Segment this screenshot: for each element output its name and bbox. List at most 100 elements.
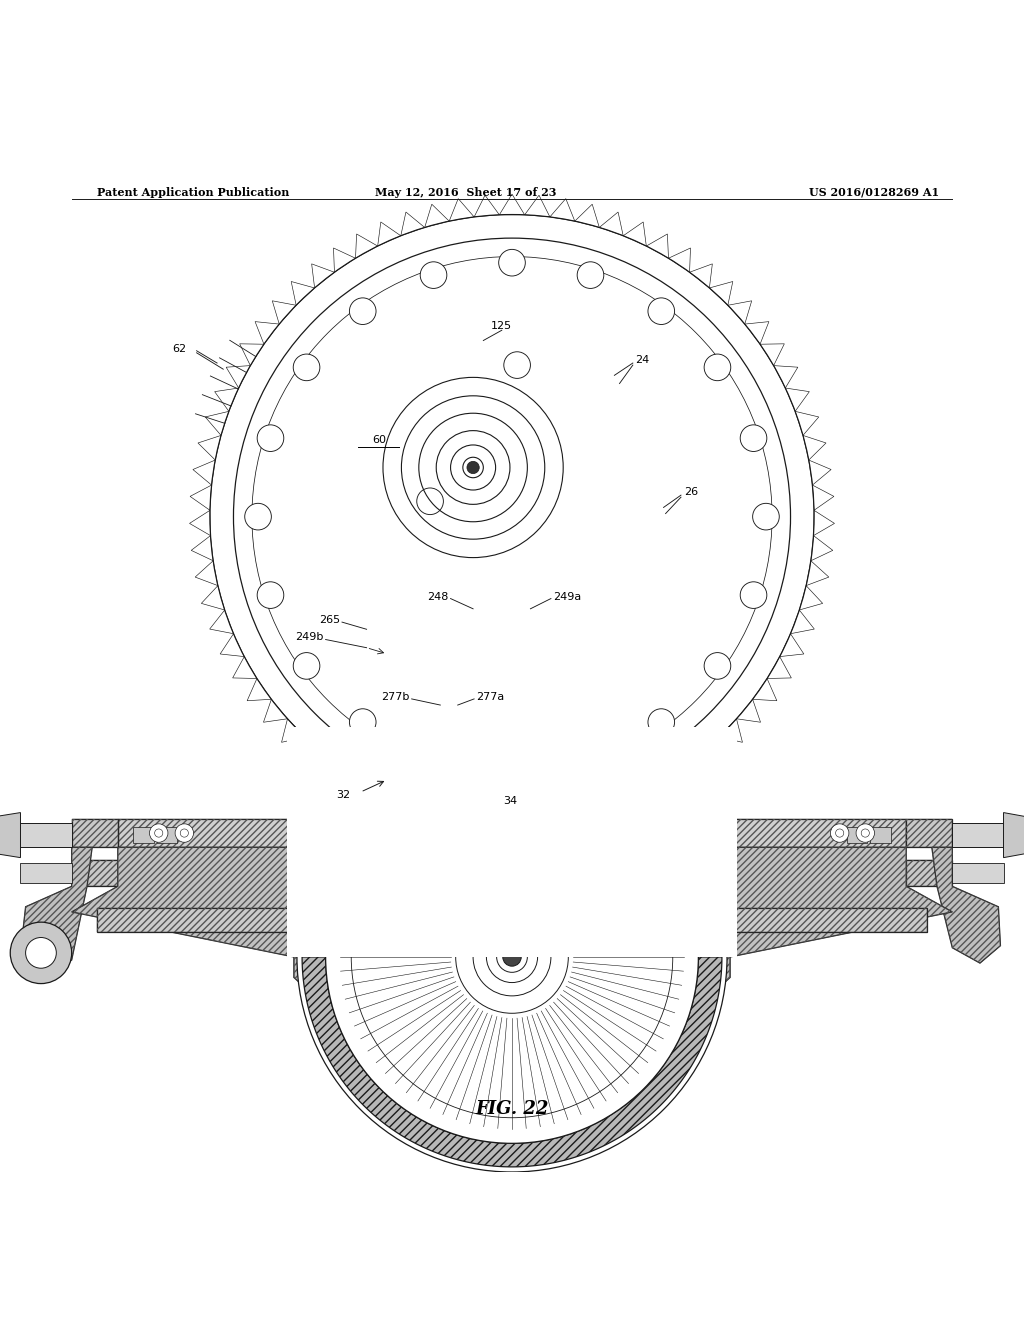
Polygon shape	[196, 561, 218, 586]
Circle shape	[504, 351, 530, 379]
Polygon shape	[803, 436, 826, 461]
Polygon shape	[806, 561, 828, 586]
Polygon shape	[719, 719, 742, 742]
Polygon shape	[811, 536, 833, 561]
Polygon shape	[795, 412, 819, 436]
Polygon shape	[710, 281, 733, 305]
Polygon shape	[646, 234, 669, 259]
Circle shape	[257, 582, 284, 609]
Circle shape	[420, 261, 446, 289]
Text: 248: 248	[427, 591, 449, 602]
Bar	[20, 822, 72, 847]
Polygon shape	[611, 792, 635, 817]
Polygon shape	[753, 678, 777, 701]
Bar	[72, 859, 118, 886]
Polygon shape	[932, 847, 1000, 964]
Polygon shape	[232, 656, 257, 678]
Bar	[72, 818, 118, 847]
Text: 60: 60	[372, 434, 386, 445]
Circle shape	[856, 863, 874, 882]
Circle shape	[830, 863, 849, 882]
Polygon shape	[215, 388, 239, 412]
Polygon shape	[0, 813, 20, 858]
Polygon shape	[202, 586, 224, 610]
Circle shape	[830, 824, 849, 842]
Polygon shape	[773, 366, 798, 388]
Bar	[473, 818, 551, 950]
Circle shape	[648, 709, 675, 735]
Polygon shape	[574, 205, 599, 227]
Circle shape	[740, 425, 767, 451]
Polygon shape	[323, 754, 345, 777]
Polygon shape	[282, 719, 305, 742]
Polygon shape	[699, 737, 723, 760]
Bar	[287, 726, 737, 957]
Circle shape	[351, 796, 673, 1118]
Circle shape	[503, 948, 521, 966]
Circle shape	[753, 503, 779, 529]
Polygon shape	[378, 222, 400, 246]
Circle shape	[245, 503, 271, 529]
Text: Patent Application Publication: Patent Application Publication	[97, 187, 290, 198]
Bar	[512, 768, 547, 824]
Text: 277a: 277a	[476, 692, 505, 702]
Bar	[847, 826, 867, 843]
Polygon shape	[302, 957, 722, 1167]
Circle shape	[175, 824, 194, 842]
Text: 249a: 249a	[553, 591, 582, 602]
Polygon shape	[669, 248, 690, 272]
Text: 34: 34	[503, 796, 517, 807]
Polygon shape	[474, 195, 500, 216]
Polygon shape	[291, 281, 314, 305]
Circle shape	[297, 742, 727, 1172]
Polygon shape	[760, 343, 784, 366]
Bar	[870, 826, 891, 843]
Circle shape	[648, 298, 675, 325]
Polygon shape	[193, 461, 215, 484]
Circle shape	[326, 771, 698, 1143]
Circle shape	[497, 941, 527, 973]
Polygon shape	[345, 768, 367, 792]
Circle shape	[293, 354, 319, 380]
Polygon shape	[400, 213, 425, 236]
Circle shape	[740, 582, 767, 609]
Bar	[157, 826, 177, 843]
Circle shape	[349, 709, 376, 735]
Bar	[20, 863, 72, 883]
Polygon shape	[736, 700, 761, 722]
Polygon shape	[198, 436, 221, 461]
Bar	[906, 818, 952, 847]
Circle shape	[293, 652, 319, 680]
Polygon shape	[247, 678, 271, 701]
Polygon shape	[367, 781, 389, 805]
Circle shape	[486, 932, 538, 982]
Circle shape	[10, 923, 72, 983]
Polygon shape	[767, 656, 792, 678]
Bar	[72, 859, 118, 886]
Polygon shape	[679, 754, 701, 777]
Polygon shape	[311, 264, 335, 288]
Polygon shape	[189, 511, 211, 536]
Polygon shape	[512, 817, 538, 840]
Bar	[512, 768, 547, 824]
Circle shape	[26, 937, 56, 969]
Polygon shape	[809, 461, 831, 484]
Polygon shape	[240, 343, 264, 366]
Bar	[97, 908, 927, 932]
Polygon shape	[657, 768, 679, 792]
Text: FIG. 22: FIG. 22	[475, 1100, 549, 1118]
Polygon shape	[728, 301, 752, 325]
Circle shape	[456, 900, 568, 1014]
Circle shape	[705, 354, 731, 380]
Circle shape	[175, 863, 194, 882]
Bar	[97, 908, 927, 932]
Circle shape	[705, 652, 731, 680]
Circle shape	[578, 261, 604, 289]
Bar	[72, 818, 118, 847]
Polygon shape	[255, 322, 280, 345]
Polygon shape	[779, 634, 804, 656]
Polygon shape	[791, 610, 814, 634]
Polygon shape	[355, 234, 378, 259]
Circle shape	[467, 462, 479, 474]
Bar	[906, 859, 952, 886]
